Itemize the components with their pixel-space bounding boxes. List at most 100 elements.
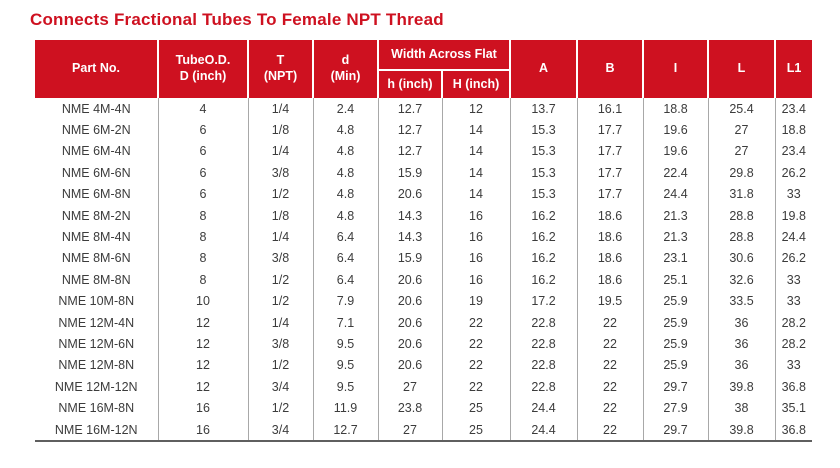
value-cell: 22 [576, 354, 643, 377]
value-cell: 22 [441, 376, 510, 398]
value-cell: 12 [157, 311, 248, 334]
value-cell: 12 [157, 376, 248, 398]
value-cell: 22 [576, 418, 643, 442]
value-cell: 6 [157, 119, 248, 141]
value-cell: 16 [441, 204, 510, 227]
part-no-cell: NME 6M-8N [61, 187, 131, 202]
part-no-cell: NME 6M-2N [61, 123, 131, 138]
value-cell: 28.8 [707, 226, 775, 248]
table-row: NME 12M-6N 12 3/8 9.5 20.6 22 22.8 22 25.9 36 28.2 [35, 333, 812, 355]
value-cell: 19.6 [642, 119, 708, 141]
value-cell: 17.7 [576, 162, 643, 184]
value-cell: 24.4 [774, 226, 812, 248]
value-cell: 3/4 [247, 418, 313, 442]
value-cell: 17.7 [576, 140, 643, 163]
value-cell: 26.2 [774, 247, 812, 270]
part-no-cell: NME 12M-8N [58, 358, 135, 373]
col-header-a: A [509, 40, 577, 98]
value-cell: 12.7 [377, 98, 442, 120]
value-cell: 16 [441, 269, 510, 291]
value-cell: 12 [157, 333, 248, 355]
value-cell: 21.3 [642, 226, 708, 248]
value-cell: 18.8 [774, 119, 812, 141]
value-cell: 20.6 [377, 354, 442, 377]
value-cell: 32.6 [707, 269, 775, 291]
value-cell: 27 [707, 140, 775, 163]
value-cell: 33 [774, 183, 812, 205]
part-no-cell: NME 8M-6N [61, 251, 131, 266]
value-cell: 9.5 [312, 354, 378, 377]
value-cell: 33 [774, 290, 812, 312]
value-cell: 29.7 [642, 418, 708, 442]
table-row: NME 8M-2N 8 1/8 4.8 14.3 16 16.2 18.6 21.3 28.8 19… [35, 204, 812, 227]
value-cell: 27 [377, 418, 442, 442]
value-cell: 12.7 [312, 418, 378, 442]
value-cell: 25.1 [642, 269, 708, 291]
value-cell: 30.6 [707, 247, 775, 270]
value-cell: 4 [157, 98, 248, 120]
table-row: NME 8M-6N 8 3/8 6.4 15.9 16 16.2 18.6 23.1 30.6 26… [35, 247, 812, 270]
value-cell: 22 [441, 333, 510, 355]
value-cell: 18.6 [576, 247, 643, 270]
value-cell: 9.5 [312, 376, 378, 398]
value-cell: 17.7 [576, 183, 643, 205]
value-cell: 20.6 [377, 183, 442, 205]
value-cell: 36 [707, 311, 775, 334]
value-cell: 8 [157, 269, 248, 291]
col-header-i: I [642, 40, 708, 98]
value-cell: 8 [157, 226, 248, 248]
value-cell: 16.2 [509, 204, 577, 227]
value-cell: 22 [576, 397, 643, 419]
value-cell: 21.3 [642, 204, 708, 227]
col-header-tube-od: TubeO.D. D (inch) [157, 40, 248, 98]
value-cell: 16 [441, 226, 510, 248]
value-cell: 7.1 [312, 311, 378, 334]
part-no-cell: NME 12M-4N [58, 315, 135, 330]
value-cell: 22 [576, 311, 643, 334]
value-cell: 14 [441, 162, 510, 184]
value-cell: 24.4 [509, 397, 577, 419]
table-row: NME 10M-8N 10 1/2 7.9 20.6 19 17.2 19.5 25.9 33.5… [35, 290, 812, 312]
table-row: NME 6M-8N 6 1/2 4.8 20.6 14 15.3 17.7 24.4 31.8 33 [35, 183, 812, 205]
value-cell: 6 [157, 183, 248, 205]
value-cell: 1/2 [247, 354, 313, 377]
value-cell: 17.2 [509, 290, 577, 312]
table-row: NME 6M-2N 6 1/8 4.8 12.7 14 15.3 17.7 19.6 27 18.8 [35, 119, 812, 141]
table-row: NME 8M-4N 8 1/4 6.4 14.3 16 16.2 18.6 21.3 28.8 24… [35, 226, 812, 248]
value-cell: 23.1 [642, 247, 708, 270]
value-cell: 1/2 [247, 269, 313, 291]
table-row: NME 4M-4N 4 1/4 2.4 12.7 12 13.7 16.1 18.8 25.4 23… [35, 98, 812, 120]
value-cell: 20.6 [377, 311, 442, 334]
value-cell: 20.6 [377, 333, 442, 355]
value-cell: 1/4 [247, 140, 313, 163]
part-no-cell: NME 10M-8N [58, 294, 135, 309]
part-no-cell: NME 4M-4N [61, 101, 131, 116]
page-title: Connects Fractional Tubes To Female NPT … [30, 10, 444, 29]
table-row: NME 12M-4N 12 1/4 7.1 20.6 22 22.8 22 25.9 36 28.2 [35, 311, 812, 334]
value-cell: 39.8 [707, 418, 775, 442]
part-no-cell: NME 16M-12N [54, 422, 138, 437]
value-cell: 6.4 [312, 247, 378, 270]
value-cell: 12 [157, 354, 248, 377]
col-header-l1: L1 [774, 40, 812, 98]
part-no-cell: NME 8M-4N [61, 230, 131, 245]
value-cell: 14.3 [377, 204, 442, 227]
col-header-h-upper-inch: H (inch) [441, 70, 510, 98]
part-no-cell: NME 8M-8N [61, 272, 131, 287]
value-cell: 12.7 [377, 140, 442, 163]
value-cell: 15.9 [377, 162, 442, 184]
page: Connects Fractional Tubes To Female NPT … [30, 10, 812, 443]
value-cell: 8 [157, 204, 248, 227]
value-cell: 19 [441, 290, 510, 312]
value-cell: 22 [441, 311, 510, 334]
col-header-part-no: Part No. [35, 40, 158, 98]
value-cell: 15.3 [509, 119, 577, 141]
value-cell: 33 [774, 269, 812, 291]
value-cell: 4.8 [312, 162, 378, 184]
value-cell: 36 [707, 333, 775, 355]
value-cell: 19.6 [642, 140, 708, 163]
col-header-d-min: d (Min) [312, 40, 378, 98]
value-cell: 6.4 [312, 269, 378, 291]
value-cell: 26.2 [774, 162, 812, 184]
table-row: NME 12M-12N 12 3/4 9.5 27 22 22.8 22 29.7 39.8 36.… [35, 376, 812, 398]
